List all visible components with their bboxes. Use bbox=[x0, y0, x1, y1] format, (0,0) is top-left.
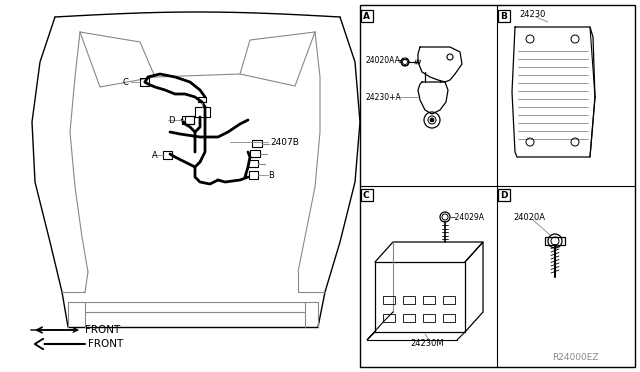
Text: B: B bbox=[500, 12, 507, 20]
Bar bbox=[360, 5, 635, 367]
Bar bbox=[198, 97, 206, 102]
Bar bbox=[140, 78, 149, 86]
Text: D: D bbox=[500, 190, 508, 199]
Text: 24230+A: 24230+A bbox=[366, 93, 402, 102]
Polygon shape bbox=[35, 339, 43, 349]
Text: 24020AA: 24020AA bbox=[366, 55, 401, 64]
Bar bbox=[185, 116, 194, 124]
Text: R24000EZ: R24000EZ bbox=[552, 353, 598, 362]
Text: C: C bbox=[363, 190, 370, 199]
Bar bbox=[545, 237, 565, 245]
Text: D: D bbox=[168, 115, 175, 125]
Text: 24230M: 24230M bbox=[410, 340, 444, 349]
Text: A: A bbox=[363, 12, 370, 20]
Bar bbox=[498, 189, 510, 201]
Text: 2407B: 2407B bbox=[270, 138, 299, 147]
Bar bbox=[163, 151, 172, 159]
Bar bbox=[182, 116, 194, 124]
Bar bbox=[443, 296, 455, 304]
Bar bbox=[361, 10, 373, 22]
Bar bbox=[195, 107, 210, 117]
Bar bbox=[423, 314, 435, 322]
Bar bbox=[383, 314, 395, 322]
Bar bbox=[443, 314, 455, 322]
Bar bbox=[383, 296, 395, 304]
Bar bbox=[248, 160, 258, 167]
Text: FRONT: FRONT bbox=[88, 339, 124, 349]
Bar bbox=[403, 296, 415, 304]
Bar bbox=[423, 296, 435, 304]
Bar bbox=[249, 171, 258, 179]
Text: ─24029A: ─24029A bbox=[450, 212, 484, 221]
Text: 24020A: 24020A bbox=[513, 212, 545, 221]
Text: A: A bbox=[152, 151, 157, 160]
Bar bbox=[403, 314, 415, 322]
Text: 24230: 24230 bbox=[519, 10, 545, 19]
Bar bbox=[252, 140, 262, 147]
Bar bbox=[361, 189, 373, 201]
Bar bbox=[498, 10, 510, 22]
Bar bbox=[375, 262, 465, 332]
Text: FRONT: FRONT bbox=[85, 325, 120, 335]
Text: C: C bbox=[122, 77, 128, 87]
Circle shape bbox=[430, 118, 434, 122]
Bar bbox=[250, 150, 260, 157]
Text: B: B bbox=[268, 170, 274, 180]
